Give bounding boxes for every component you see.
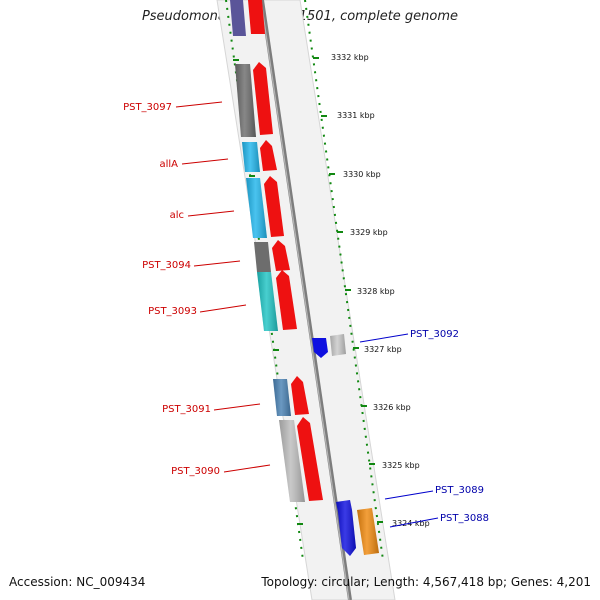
ruler-major-ticks-right [313, 57, 383, 523]
gene-top-partial [230, 0, 246, 36]
tick-label-3332: 3332 kbp [331, 53, 369, 62]
gene-label-PST_3092: PST_3092 [410, 329, 459, 340]
forward-leader-lines [359, 333, 439, 528]
tick-label-3327: 3327 kbp [364, 345, 402, 354]
tick-label-3331: 3331 kbp [337, 111, 375, 120]
reverse-strand-genes [230, 0, 323, 502]
forward-gene-labels: PST_3092 PST_3089 PST_3088 [410, 329, 489, 524]
gene-label-allA: allA [159, 159, 178, 170]
gene-PST_3090-arrow [297, 417, 323, 501]
gene-PST_3094-arrow [272, 240, 290, 271]
gene-PST_3088-shade [357, 508, 379, 555]
gene-PST_3093-arrow [276, 270, 297, 330]
gene-PST_3093-shade [257, 272, 278, 331]
tick-label-3329: 3329 kbp [350, 228, 388, 237]
gene-label-PST_3093: PST_3093 [148, 306, 197, 317]
gene-PST_3097-shade [235, 64, 256, 137]
tick-label-3328: 3328 kbp [357, 287, 395, 296]
gene-PST_3090-shade [279, 420, 305, 502]
gene-label-PST_3091: PST_3091 [162, 404, 211, 415]
forward-strand-genes [312, 334, 379, 556]
gene-label-PST_3097: PST_3097 [123, 102, 172, 113]
gene-top-partial-arrow [248, 0, 265, 34]
gene-PST_3091-shade [273, 379, 291, 416]
gene-label-PST_3088: PST_3088 [440, 513, 489, 524]
gene-PST_3092 [312, 338, 328, 358]
gene-PST_3091-arrow [291, 376, 309, 415]
gene-label-alc: alc [170, 210, 184, 221]
gene-alc-arrow [264, 176, 284, 237]
gene-PST_3089-shade [336, 500, 356, 556]
tick-label-3325: 3325 kbp [382, 461, 420, 470]
gene-allA-shade [242, 142, 260, 172]
topology-text: Topology: circular; Length: 4,567,418 bp… [261, 575, 591, 589]
gene-PST_3097-arrow [253, 62, 273, 135]
reverse-gene-labels: PST_3097 allA alc PST_3094 PST_3093 PST_… [123, 102, 220, 477]
backbone-highlight [260, 0, 350, 600]
gene-allA-arrow [260, 140, 277, 171]
tick-label-3330: 3330 kbp [343, 170, 381, 179]
gene-PST_3092-gray-shade [330, 334, 346, 356]
gene-label-PST_3089: PST_3089 [435, 485, 484, 496]
gene-PST_3094 [254, 242, 271, 272]
reverse-leader-lines [175, 101, 271, 473]
gene-label-PST_3090: PST_3090 [171, 466, 220, 477]
tick-label-3326: 3326 kbp [373, 403, 411, 412]
gene-alc-shade [246, 178, 267, 238]
genome-backbone [260, 0, 352, 600]
gene-label-PST_3094: PST_3094 [142, 260, 191, 271]
accession-text: Accession: NC_009434 [9, 575, 146, 589]
